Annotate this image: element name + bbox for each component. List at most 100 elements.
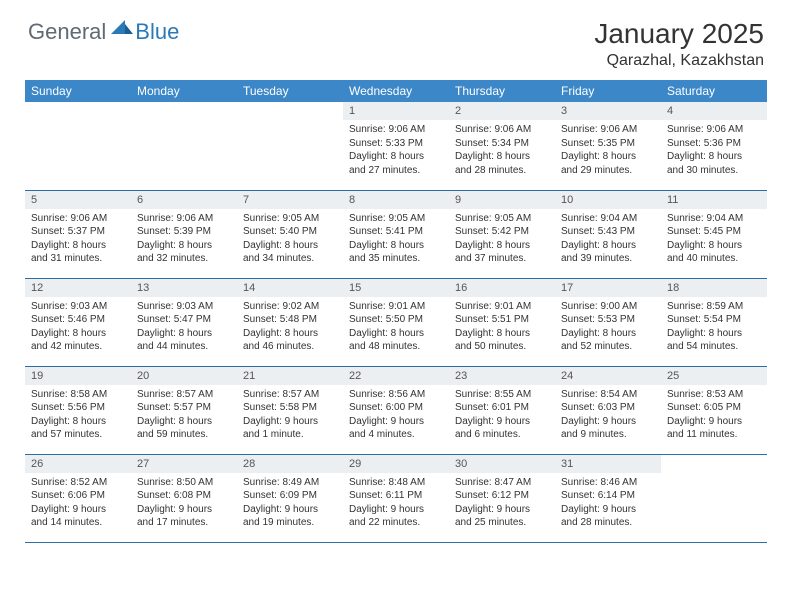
day-details: Sunrise: 9:04 AMSunset: 5:45 PMDaylight:…: [661, 209, 767, 270]
calendar-day-cell: 18Sunrise: 8:59 AMSunset: 5:54 PMDayligh…: [661, 278, 767, 366]
calendar-day-cell: 22Sunrise: 8:56 AMSunset: 6:00 PMDayligh…: [343, 366, 449, 454]
calendar-day-cell: 14Sunrise: 9:02 AMSunset: 5:48 PMDayligh…: [237, 278, 343, 366]
day-number: 13: [131, 279, 237, 297]
day-details: Sunrise: 8:57 AMSunset: 5:57 PMDaylight:…: [131, 385, 237, 446]
day-number: 10: [555, 191, 661, 209]
calendar-day-cell: 7Sunrise: 9:05 AMSunset: 5:40 PMDaylight…: [237, 190, 343, 278]
calendar-week-row: 12Sunrise: 9:03 AMSunset: 5:46 PMDayligh…: [25, 278, 767, 366]
day-number: 9: [449, 191, 555, 209]
day-number: 15: [343, 279, 449, 297]
calendar-day-cell: 15Sunrise: 9:01 AMSunset: 5:50 PMDayligh…: [343, 278, 449, 366]
day-number: 30: [449, 455, 555, 473]
day-details: Sunrise: 8:55 AMSunset: 6:01 PMDaylight:…: [449, 385, 555, 446]
calendar-day-cell: [25, 102, 131, 190]
day-details: Sunrise: 9:06 AMSunset: 5:34 PMDaylight:…: [449, 120, 555, 181]
calendar-day-cell: [661, 454, 767, 542]
calendar-day-cell: 2Sunrise: 9:06 AMSunset: 5:34 PMDaylight…: [449, 102, 555, 190]
weekday-header: Sunday: [25, 80, 131, 102]
day-details: Sunrise: 9:02 AMSunset: 5:48 PMDaylight:…: [237, 297, 343, 358]
day-number: 14: [237, 279, 343, 297]
calendar-day-cell: 3Sunrise: 9:06 AMSunset: 5:35 PMDaylight…: [555, 102, 661, 190]
day-number: 22: [343, 367, 449, 385]
day-details: Sunrise: 8:58 AMSunset: 5:56 PMDaylight:…: [25, 385, 131, 446]
calendar-day-cell: 24Sunrise: 8:54 AMSunset: 6:03 PMDayligh…: [555, 366, 661, 454]
calendar-day-cell: 1Sunrise: 9:06 AMSunset: 5:33 PMDaylight…: [343, 102, 449, 190]
day-number: 25: [661, 367, 767, 385]
day-number: 11: [661, 191, 767, 209]
day-details: Sunrise: 9:05 AMSunset: 5:42 PMDaylight:…: [449, 209, 555, 270]
day-details: Sunrise: 9:03 AMSunset: 5:46 PMDaylight:…: [25, 297, 131, 358]
day-number: 20: [131, 367, 237, 385]
day-details: Sunrise: 9:05 AMSunset: 5:40 PMDaylight:…: [237, 209, 343, 270]
day-details: Sunrise: 9:03 AMSunset: 5:47 PMDaylight:…: [131, 297, 237, 358]
calendar-week-row: 5Sunrise: 9:06 AMSunset: 5:37 PMDaylight…: [25, 190, 767, 278]
day-details: Sunrise: 8:49 AMSunset: 6:09 PMDaylight:…: [237, 473, 343, 534]
weekday-header-row: SundayMondayTuesdayWednesdayThursdayFrid…: [25, 80, 767, 102]
weekday-header: Friday: [555, 80, 661, 102]
day-number: 26: [25, 455, 131, 473]
calendar-day-cell: 6Sunrise: 9:06 AMSunset: 5:39 PMDaylight…: [131, 190, 237, 278]
logo-triangle-icon: [111, 18, 133, 39]
calendar-day-cell: 29Sunrise: 8:48 AMSunset: 6:11 PMDayligh…: [343, 454, 449, 542]
calendar-day-cell: 12Sunrise: 9:03 AMSunset: 5:46 PMDayligh…: [25, 278, 131, 366]
calendar-day-cell: 30Sunrise: 8:47 AMSunset: 6:12 PMDayligh…: [449, 454, 555, 542]
calendar-day-cell: 5Sunrise: 9:06 AMSunset: 5:37 PMDaylight…: [25, 190, 131, 278]
day-details: Sunrise: 9:01 AMSunset: 5:50 PMDaylight:…: [343, 297, 449, 358]
calendar-day-cell: 25Sunrise: 8:53 AMSunset: 6:05 PMDayligh…: [661, 366, 767, 454]
calendar-day-cell: 10Sunrise: 9:04 AMSunset: 5:43 PMDayligh…: [555, 190, 661, 278]
day-details: Sunrise: 9:06 AMSunset: 5:35 PMDaylight:…: [555, 120, 661, 181]
day-details: Sunrise: 9:06 AMSunset: 5:39 PMDaylight:…: [131, 209, 237, 270]
logo-part1: General: [28, 19, 106, 45]
calendar-day-cell: 19Sunrise: 8:58 AMSunset: 5:56 PMDayligh…: [25, 366, 131, 454]
title-block: January 2025 Qarazhal, Kazakhstan: [594, 18, 764, 70]
day-details: Sunrise: 9:00 AMSunset: 5:53 PMDaylight:…: [555, 297, 661, 358]
day-number: 16: [449, 279, 555, 297]
day-number: 21: [237, 367, 343, 385]
calendar-day-cell: 4Sunrise: 9:06 AMSunset: 5:36 PMDaylight…: [661, 102, 767, 190]
day-details: Sunrise: 9:06 AMSunset: 5:33 PMDaylight:…: [343, 120, 449, 181]
logo: General Blue: [28, 18, 179, 45]
day-number: 12: [25, 279, 131, 297]
calendar-day-cell: 16Sunrise: 9:01 AMSunset: 5:51 PMDayligh…: [449, 278, 555, 366]
day-details: Sunrise: 9:05 AMSunset: 5:41 PMDaylight:…: [343, 209, 449, 270]
weekday-header: Thursday: [449, 80, 555, 102]
day-details: Sunrise: 8:57 AMSunset: 5:58 PMDaylight:…: [237, 385, 343, 446]
location: Qarazhal, Kazakhstan: [594, 52, 764, 70]
day-details: Sunrise: 9:06 AMSunset: 5:36 PMDaylight:…: [661, 120, 767, 181]
weekday-header: Wednesday: [343, 80, 449, 102]
weekday-header: Saturday: [661, 80, 767, 102]
calendar-day-cell: 8Sunrise: 9:05 AMSunset: 5:41 PMDaylight…: [343, 190, 449, 278]
header: General Blue January 2025 Qarazhal, Kaza…: [0, 0, 792, 76]
day-number: 29: [343, 455, 449, 473]
day-number: 3: [555, 102, 661, 120]
day-details: Sunrise: 8:46 AMSunset: 6:14 PMDaylight:…: [555, 473, 661, 534]
day-number: 23: [449, 367, 555, 385]
calendar-day-cell: 26Sunrise: 8:52 AMSunset: 6:06 PMDayligh…: [25, 454, 131, 542]
day-details: Sunrise: 9:06 AMSunset: 5:37 PMDaylight:…: [25, 209, 131, 270]
calendar-week-row: 19Sunrise: 8:58 AMSunset: 5:56 PMDayligh…: [25, 366, 767, 454]
calendar-day-cell: 28Sunrise: 8:49 AMSunset: 6:09 PMDayligh…: [237, 454, 343, 542]
day-number: 31: [555, 455, 661, 473]
day-details: Sunrise: 8:52 AMSunset: 6:06 PMDaylight:…: [25, 473, 131, 534]
calendar-day-cell: 27Sunrise: 8:50 AMSunset: 6:08 PMDayligh…: [131, 454, 237, 542]
page-title: January 2025: [594, 18, 764, 50]
logo-part2: Blue: [135, 19, 179, 45]
day-details: Sunrise: 8:54 AMSunset: 6:03 PMDaylight:…: [555, 385, 661, 446]
calendar-day-cell: 21Sunrise: 8:57 AMSunset: 5:58 PMDayligh…: [237, 366, 343, 454]
calendar-table: SundayMondayTuesdayWednesdayThursdayFrid…: [25, 80, 767, 543]
weekday-header: Tuesday: [237, 80, 343, 102]
calendar-day-cell: 9Sunrise: 9:05 AMSunset: 5:42 PMDaylight…: [449, 190, 555, 278]
calendar-day-cell: 13Sunrise: 9:03 AMSunset: 5:47 PMDayligh…: [131, 278, 237, 366]
day-details: Sunrise: 9:04 AMSunset: 5:43 PMDaylight:…: [555, 209, 661, 270]
day-number: 19: [25, 367, 131, 385]
calendar-day-cell: 17Sunrise: 9:00 AMSunset: 5:53 PMDayligh…: [555, 278, 661, 366]
calendar-day-cell: 23Sunrise: 8:55 AMSunset: 6:01 PMDayligh…: [449, 366, 555, 454]
day-number: 17: [555, 279, 661, 297]
day-details: Sunrise: 9:01 AMSunset: 5:51 PMDaylight:…: [449, 297, 555, 358]
day-number: 2: [449, 102, 555, 120]
day-details: Sunrise: 8:50 AMSunset: 6:08 PMDaylight:…: [131, 473, 237, 534]
day-number: 5: [25, 191, 131, 209]
day-details: Sunrise: 8:53 AMSunset: 6:05 PMDaylight:…: [661, 385, 767, 446]
day-number: 28: [237, 455, 343, 473]
weekday-header: Monday: [131, 80, 237, 102]
